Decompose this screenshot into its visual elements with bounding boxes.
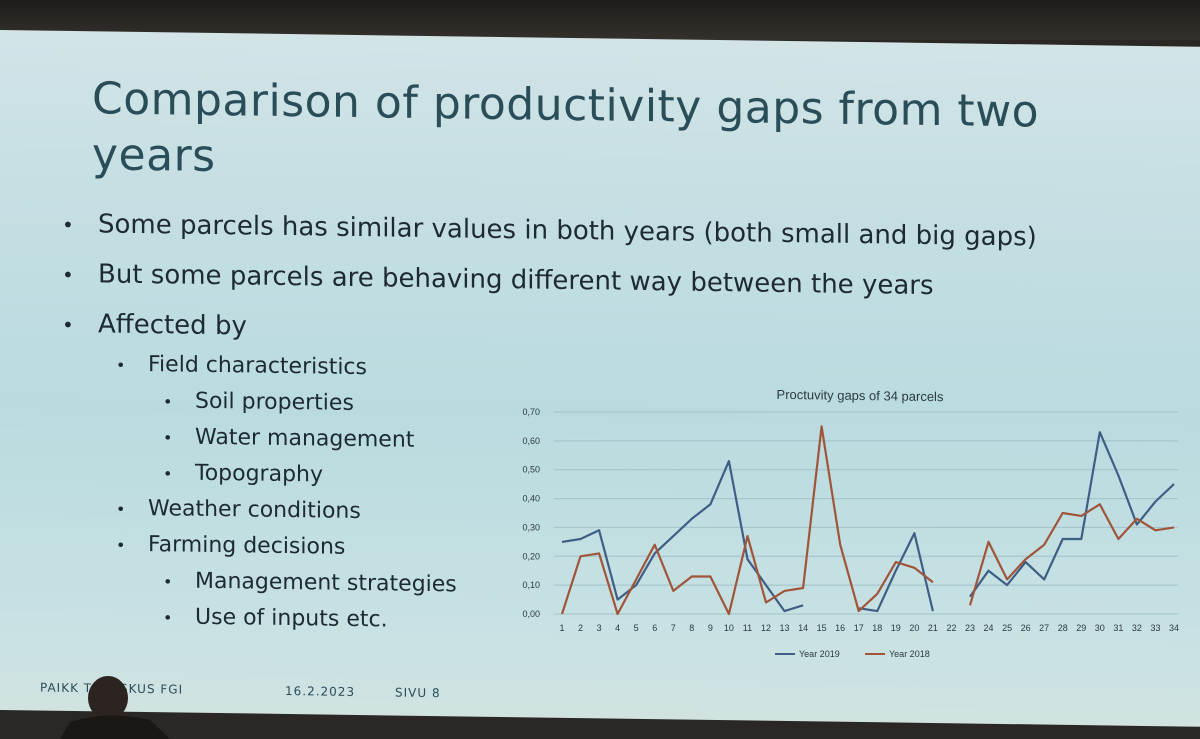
x-tick-label: 8 (689, 623, 694, 633)
series-line-year-2019 (561, 459, 804, 613)
x-tick-label: 4 (615, 623, 620, 633)
x-tick-label: 33 (1150, 623, 1160, 633)
x-tick-label: 16 (835, 623, 845, 633)
x-tick-label: 10 (724, 623, 734, 633)
x-tick-label: 19 (891, 623, 901, 633)
slide-title: Comparison of productivity gaps from two… (92, 73, 1040, 183)
y-tick-label: 0,50 (522, 465, 540, 475)
x-tick-label: 34 (1169, 623, 1179, 633)
x-tick-label: 17 (854, 623, 864, 633)
x-tick-label: 1 (559, 623, 564, 633)
x-tick-label: 30 (1095, 623, 1105, 633)
footer-date: 16.2.2023 (285, 683, 356, 699)
sub-bullet-soil-properties: Soil properties (195, 389, 354, 416)
footer-page-number: SIVU 8 (395, 685, 441, 701)
legend-label: Year 2019 (799, 649, 840, 659)
x-tick-label: 13 (780, 623, 790, 633)
sub-bullet-farming-decisions: Farming decisions (148, 532, 345, 560)
x-tick-label: 15 (817, 623, 827, 633)
x-tick-label: 31 (1113, 623, 1123, 633)
x-tick-label: 9 (708, 623, 713, 633)
x-tick-label: 12 (761, 623, 771, 633)
y-tick-label: 0,10 (522, 580, 540, 590)
x-tick-label: 32 (1132, 623, 1142, 633)
x-tick-label: 14 (798, 623, 808, 633)
bullet-affected-by: Affected by (98, 309, 247, 341)
x-tick-label: 22 (946, 623, 956, 633)
sub-bullet-topography: Topography (195, 461, 323, 488)
y-tick-label: 0,30 (522, 522, 540, 532)
x-tick-label: 5 (634, 623, 639, 633)
x-tick-label: 11 (743, 623, 752, 633)
presenter-silhouette (60, 676, 170, 739)
y-tick-label: 0,20 (522, 551, 540, 561)
bullet-similar-values: Some parcels has similar values in both … (98, 209, 1037, 252)
x-tick-label: 25 (1002, 623, 1012, 633)
x-tick-label: 20 (909, 623, 919, 633)
series-line-year-2018 (560, 425, 934, 616)
x-tick-label: 29 (1076, 623, 1086, 633)
x-tick-label: 18 (872, 623, 882, 633)
x-tick-label: 24 (984, 623, 994, 633)
y-tick-label: 0,70 (522, 407, 540, 417)
y-tick-label: 0,40 (522, 494, 540, 504)
x-tick-label: 21 (928, 623, 938, 633)
series-line-year-2019 (858, 532, 934, 613)
y-tick-label: 0,60 (522, 436, 540, 446)
x-tick-label: 7 (671, 623, 676, 633)
x-tick-label: 6 (652, 623, 657, 633)
productivity-gap-line-chart: 0,000,100,200,300,400,500,600,701 2 3 4 5 6 7 8… (522, 407, 1179, 659)
legend-label: Year 2018 (889, 649, 930, 659)
sub-bullet-field-characteristics: Field characteristics (148, 352, 367, 380)
sub-bullet-management-strategies: Management strategies (195, 569, 457, 598)
x-tick-label: 3 (597, 623, 602, 633)
y-tick-label: 0,00 (522, 609, 540, 619)
x-tick-label: 23 (965, 623, 975, 633)
x-tick-label: 27 (1039, 623, 1049, 633)
bullet-different-behaviour: But some parcels are behaving different … (98, 259, 934, 301)
sub-bullet-water-management: Water management (195, 425, 414, 453)
x-tick-label: 28 (1058, 623, 1068, 633)
sub-bullet-weather-conditions: Weather conditions (148, 496, 361, 524)
sub-bullet-use-of-inputs: Use of inputs etc. (195, 605, 388, 633)
x-tick-label: 2 (578, 623, 583, 633)
series-line-year-2018 (968, 503, 1175, 606)
x-tick-label: 26 (1021, 623, 1031, 633)
